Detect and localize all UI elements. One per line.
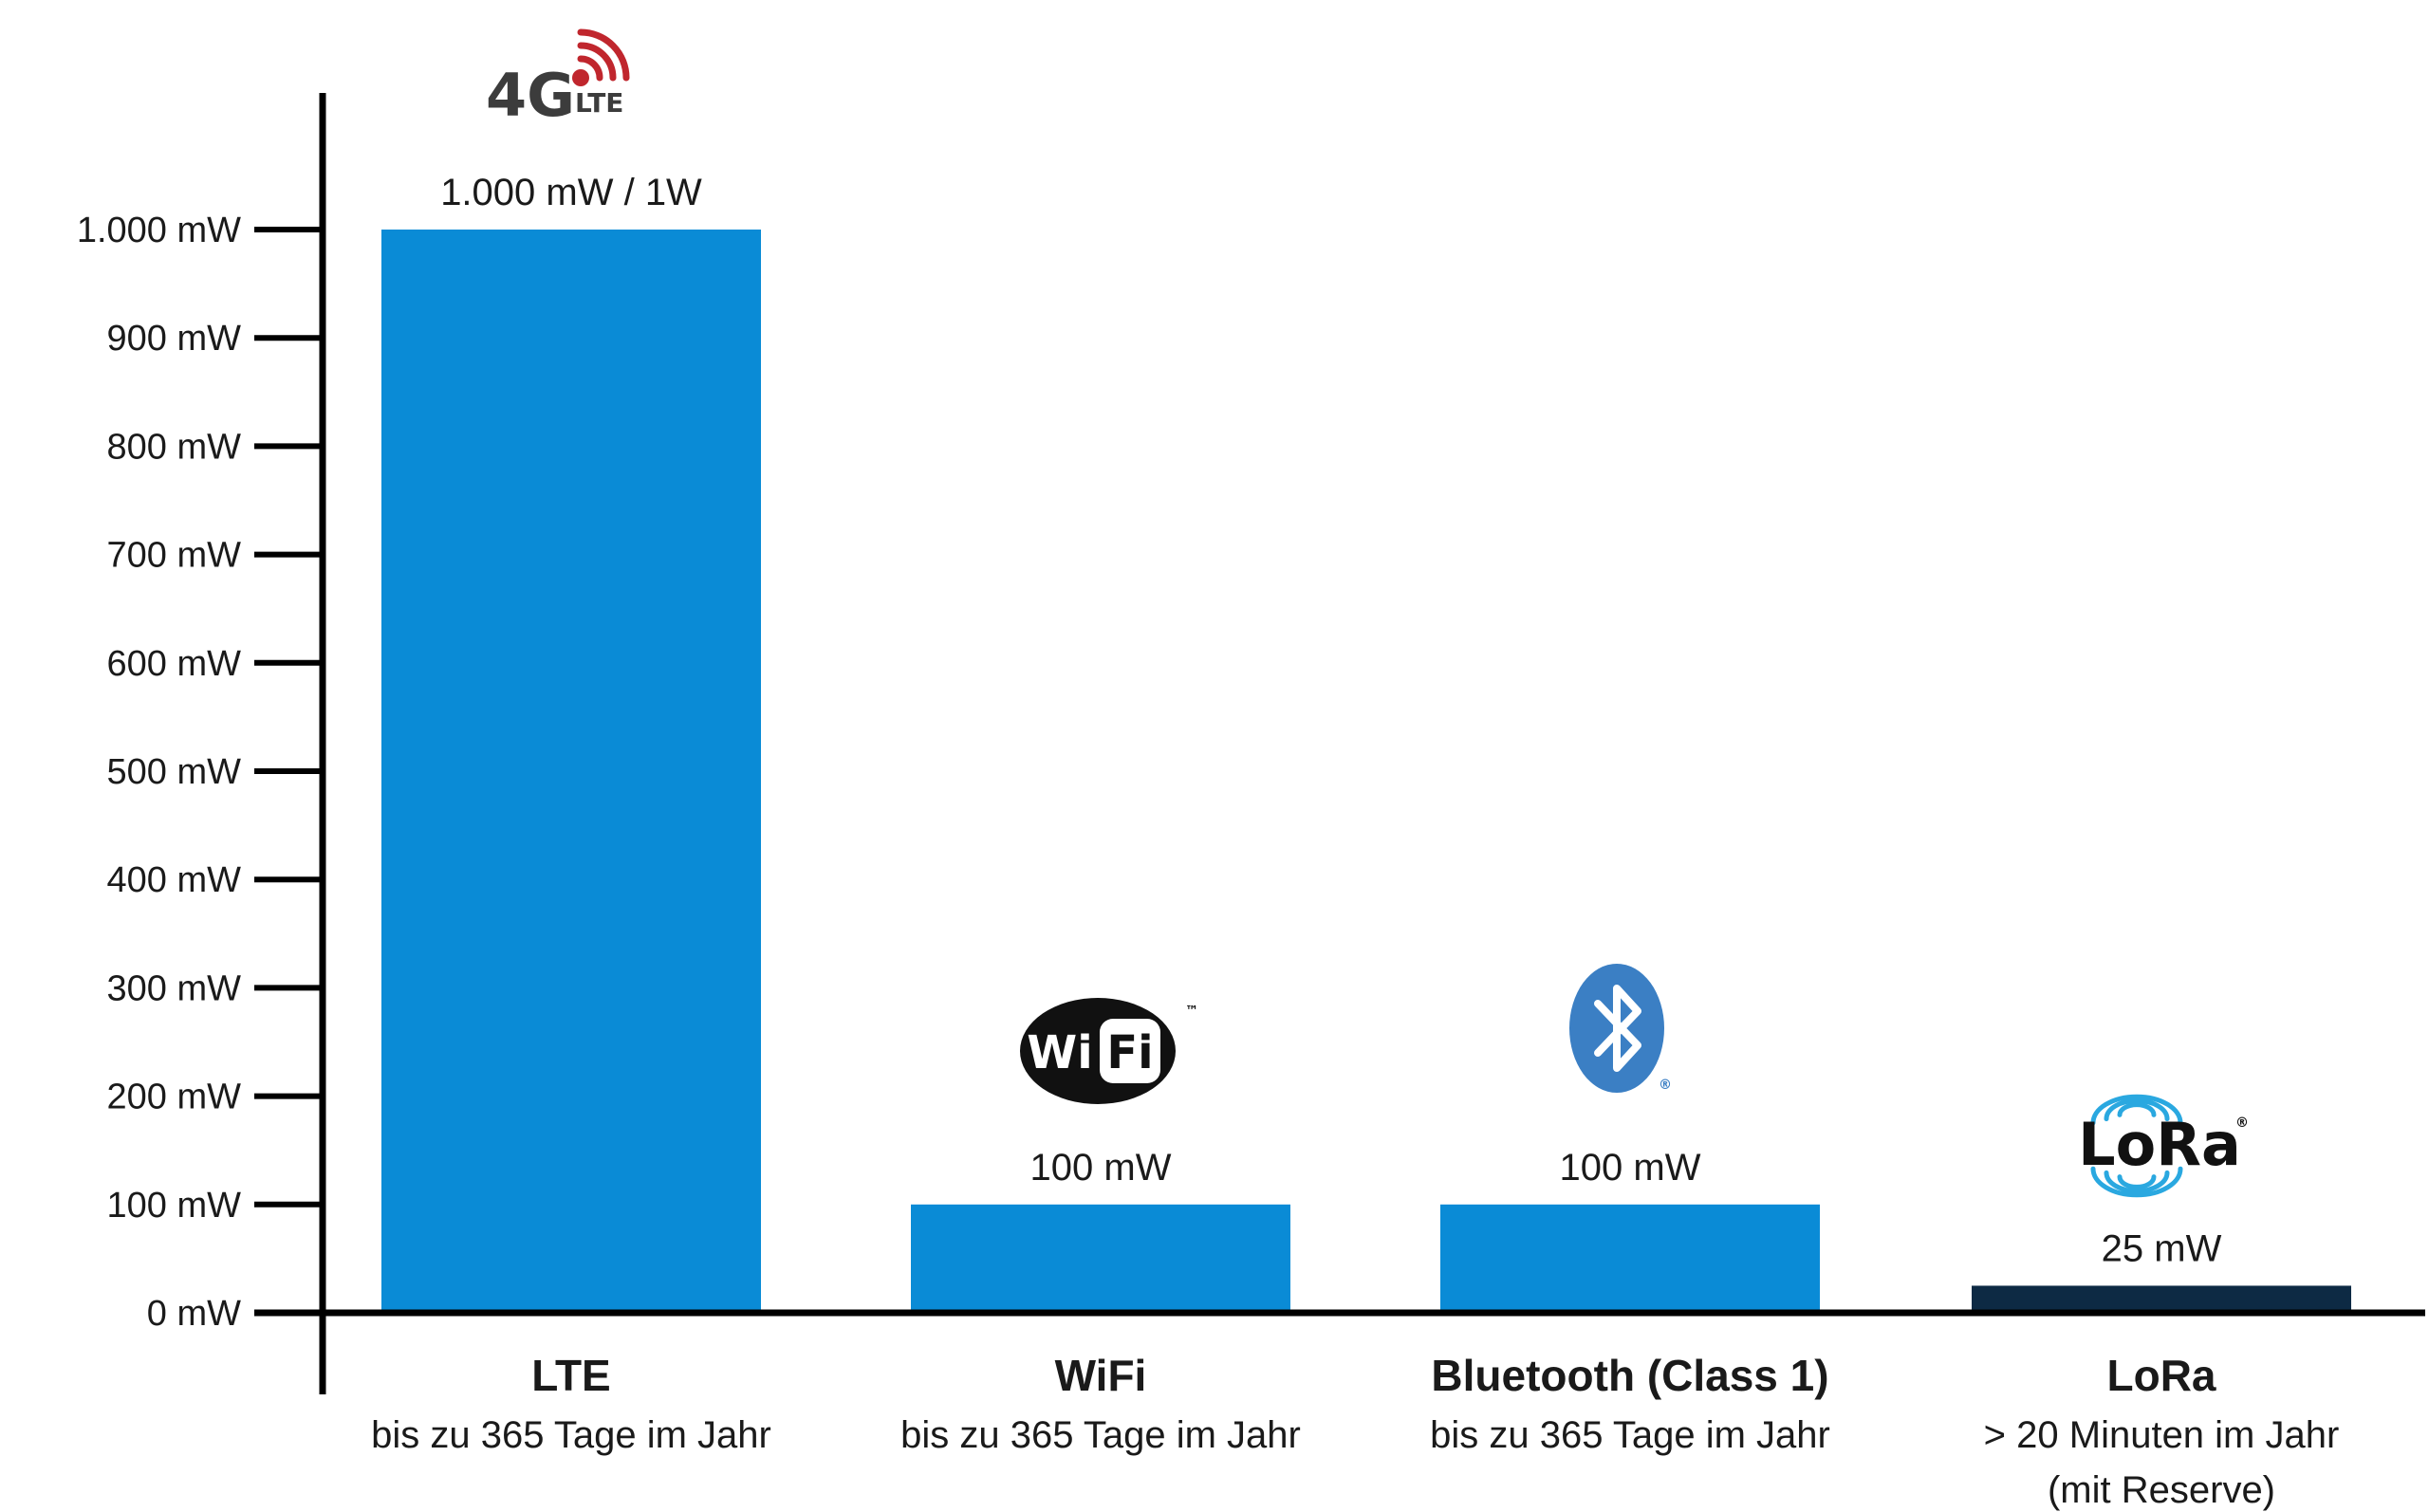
4g-lte-logo-icon: 4G LTE [486,28,630,130]
lora-wave-icon [2117,1102,2157,1117]
y-tick-label: 300 mW [107,968,242,1008]
bars [381,230,2351,1313]
lora-wave-icon [2090,1166,2183,1198]
y-tick-label: 700 mW [107,536,242,576]
category-label: WiFi [1055,1351,1147,1400]
bluetooth-logo-icon: ® [1569,964,1672,1093]
category-label: LTE [531,1351,610,1400]
y-tick-label: 200 mW [107,1078,242,1117]
trademark-mark: ™ [1185,1004,1198,1019]
y-tick-label: 100 mW [107,1186,242,1226]
category-subtitle: bis zu 365 Tage im Jahr [371,1414,771,1456]
bluetooth-rune-icon [1594,985,1641,1072]
wifi-logo-icon: Wi Fi ™ [1020,998,1198,1104]
bar-lora [1972,1285,2351,1313]
value-label: 100 mW [1030,1147,1172,1189]
bar-bluetooth-class-1 [1440,1204,1820,1313]
svg-text:LoRa: LoRa [2078,1110,2241,1179]
y-axis: 0 mW 100 mW 200 mW 300 mW 400 mW 500 mW 600 mW… [77,211,323,1334]
svg-text:LTE: LTE [575,87,623,119]
y-tick-label: 900 mW [107,319,242,359]
axes-lines [254,93,2425,1394]
category-subtitle: (mit Reserve) [2048,1469,2275,1511]
y-tick-label: 600 mW [107,644,242,684]
lora-logo-icon: LoRa® [2078,1094,2249,1198]
svg-text:Wi: Wi [1027,1026,1092,1079]
lora-wave-icon [2104,1170,2170,1194]
category-label: Bluetooth (Class 1) [1431,1351,1828,1400]
signal-dot-icon [572,69,589,86]
registered-mark: ® [1659,1078,1672,1093]
lora-wave-icon [2117,1174,2157,1189]
signal-arc-icon [577,55,603,82]
y-tick-label: 1.000 mW [77,211,241,250]
value-label: 100 mW [1560,1147,1701,1189]
category-label: LoRa [2107,1351,2216,1400]
y-tick-label: 500 mW [107,752,242,792]
svg-text:4G: 4G [486,61,575,130]
category-subtitle: > 20 Minuten im Jahr [1984,1414,2340,1456]
category-labels: LTE bis zu 365 Tage im Jahr WiFi bis zu 365… [371,1351,2339,1511]
signal-arc-icon [577,42,617,82]
lora-wave-icon [2104,1097,2170,1122]
value-labels: 1.000 mW / 1W 100 mW 100 mW 25 mW [440,172,2221,1269]
bar-wifi [911,1204,1290,1313]
registered-mark: ® [2235,1116,2249,1131]
value-label: 1.000 mW / 1W [440,172,702,213]
category-subtitle: bis zu 365 Tage im Jahr [1430,1414,1830,1456]
y-tick-label: 800 mW [107,427,242,467]
lora-wave-icon [2090,1094,2183,1126]
signal-arc-icon [577,28,630,82]
category-subtitle: bis zu 365 Tage im Jahr [900,1414,1301,1456]
value-label: 25 mW [2102,1227,2222,1269]
wifi-box-icon [1100,1019,1160,1083]
svg-text:Fi: Fi [1106,1026,1153,1079]
bar-lte [381,230,761,1313]
y-tick-label: 400 mW [107,860,242,900]
y-tick-label: 0 mW [147,1294,241,1334]
